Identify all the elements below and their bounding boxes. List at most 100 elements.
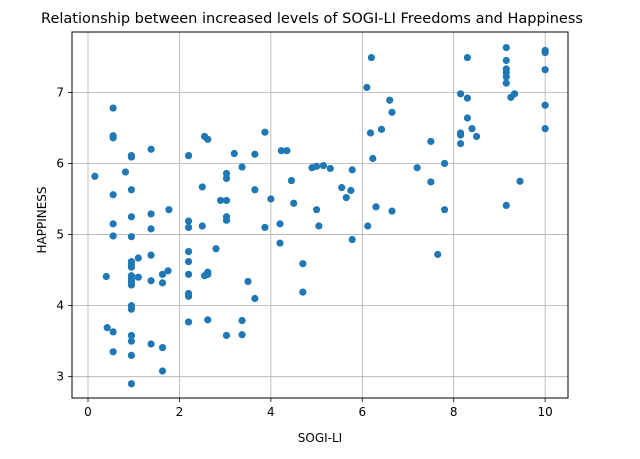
data-point — [388, 108, 396, 116]
data-point — [204, 135, 212, 143]
data-point — [158, 343, 167, 352]
data-point — [147, 277, 155, 285]
x-tick-label: 0 — [84, 405, 92, 419]
data-point — [502, 201, 510, 210]
x-tick-label: 10 — [538, 405, 553, 419]
data-point — [184, 217, 193, 225]
data-point — [184, 257, 193, 266]
data-point — [251, 186, 259, 194]
data-point — [456, 139, 465, 148]
data-point — [103, 324, 111, 332]
data-point — [372, 203, 380, 211]
data-point — [326, 164, 334, 173]
data-point — [541, 101, 549, 109]
data-point — [164, 267, 172, 275]
data-point — [363, 83, 371, 92]
data-point — [127, 263, 136, 271]
data-point — [348, 235, 356, 244]
data-point — [165, 206, 173, 214]
data-point — [184, 248, 193, 256]
data-point — [283, 147, 291, 155]
y-axis-label: HAPPINESS — [35, 186, 49, 253]
data-point — [541, 125, 549, 133]
data-point — [222, 216, 231, 224]
grid — [72, 32, 568, 398]
data-point — [109, 220, 117, 228]
data-point — [184, 152, 193, 160]
data-point — [388, 207, 396, 215]
data-point — [312, 206, 321, 214]
data-point — [109, 348, 117, 356]
data-point — [251, 150, 259, 158]
data-point — [434, 250, 442, 259]
data-point — [315, 222, 323, 230]
data-point — [127, 281, 136, 289]
data-points — [91, 44, 549, 388]
data-point — [541, 66, 549, 74]
data-point — [147, 225, 155, 233]
y-tick-label: 5 — [56, 228, 64, 242]
data-point — [516, 177, 524, 185]
data-point — [502, 44, 510, 52]
data-point — [244, 277, 252, 286]
data-point — [158, 270, 167, 278]
y-tick-label: 6 — [56, 156, 64, 170]
data-point — [369, 154, 377, 163]
data-point — [198, 183, 206, 191]
data-point — [238, 316, 246, 325]
data-point — [290, 199, 298, 207]
data-point — [427, 137, 435, 146]
x-axis-label: SOGI-LI — [298, 431, 342, 445]
data-point — [261, 128, 269, 136]
data-point — [468, 125, 476, 133]
data-point — [109, 191, 117, 199]
data-point — [440, 206, 449, 214]
data-point — [109, 134, 117, 142]
data-point — [230, 149, 238, 158]
chart-title: Relationship between increased levels of… — [41, 11, 583, 27]
data-point — [299, 288, 307, 296]
data-point — [251, 294, 259, 303]
data-point — [276, 220, 284, 228]
data-point — [463, 94, 472, 102]
data-point — [267, 195, 275, 203]
data-point — [222, 331, 231, 340]
x-tick-label: 6 — [358, 405, 366, 419]
x-tick-label: 8 — [450, 405, 458, 419]
plot-frame — [71, 31, 569, 399]
data-point — [502, 79, 510, 87]
y-tick-label: 4 — [56, 299, 64, 313]
data-point — [541, 49, 549, 57]
data-point — [287, 176, 296, 185]
data-point — [184, 223, 193, 232]
data-point — [427, 178, 435, 186]
data-point — [109, 104, 117, 112]
data-point — [366, 129, 375, 137]
data-point — [147, 340, 155, 348]
data-point — [147, 251, 155, 259]
data-point — [222, 169, 231, 178]
data-point — [184, 318, 193, 326]
data-point — [127, 380, 136, 388]
data-point — [348, 166, 356, 174]
data-point — [261, 223, 269, 232]
data-point — [158, 367, 167, 375]
data-point — [134, 254, 142, 262]
data-point — [91, 172, 99, 180]
data-point — [238, 331, 246, 339]
data-point — [277, 147, 285, 155]
data-point — [127, 233, 136, 241]
data-point — [413, 164, 421, 172]
data-point — [456, 90, 465, 98]
data-point — [127, 186, 136, 194]
data-point — [127, 351, 136, 359]
data-point — [347, 186, 355, 195]
data-point — [342, 193, 350, 202]
data-point — [216, 196, 225, 205]
data-point — [456, 131, 465, 139]
data-point — [299, 260, 307, 268]
data-point — [312, 162, 321, 170]
data-point — [127, 331, 136, 340]
